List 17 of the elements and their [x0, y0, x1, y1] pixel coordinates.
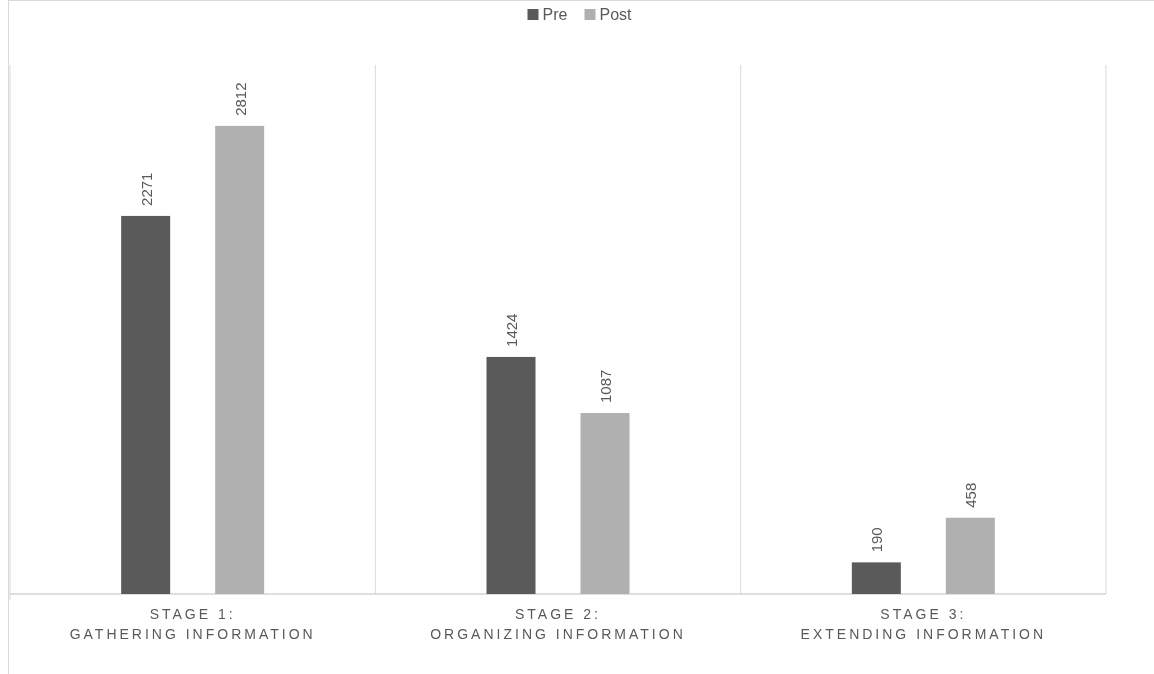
data-label: 2271 — [137, 172, 155, 206]
bar — [851, 562, 901, 594]
x-tick-label: STAGE 3: EXTENDING INFORMATION — [800, 606, 1047, 642]
x-tick-label: STAGE 1: GATHERING INFORMATION — [69, 606, 316, 642]
data-label: 458 — [962, 482, 980, 508]
data-label: 2812 — [231, 82, 249, 116]
legend-label: Post — [599, 6, 633, 23]
bar — [945, 517, 995, 594]
legend-label: Pre — [542, 6, 568, 23]
bar — [215, 125, 265, 594]
data-label: 1087 — [597, 369, 614, 404]
bar — [486, 356, 536, 594]
data-label: 190 — [868, 527, 886, 553]
data-label: 1424 — [503, 313, 520, 347]
x-tick-label: STAGE 2: ORGANIZING INFORMATION — [430, 606, 686, 642]
bar — [580, 413, 630, 594]
bar — [121, 215, 171, 594]
